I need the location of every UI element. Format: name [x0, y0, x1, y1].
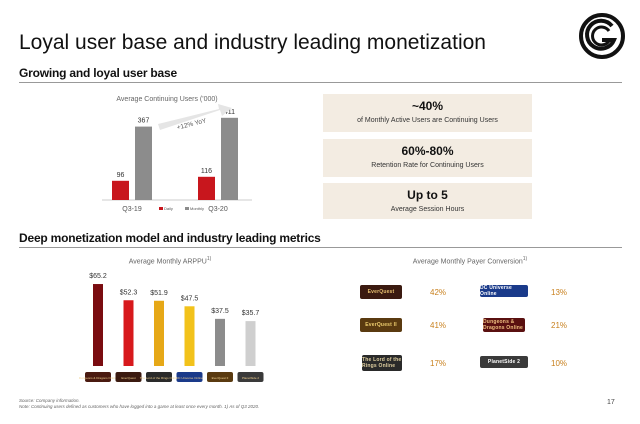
stat-box-session-hours: Up to 5 Average Session Hours [323, 183, 532, 219]
game-logo-badge [176, 372, 203, 382]
bar-daily-q3-20 [198, 176, 215, 200]
conversion-pct-dc-universe: 13% [551, 288, 568, 297]
logo-dungeons-dragons-online: Dungeons & Dragons Online [483, 318, 525, 332]
yoy-arrow [158, 104, 232, 130]
page-title: Loyal user base and industry leading mon… [19, 31, 486, 54]
company-logo-icon [579, 13, 625, 59]
stat-value: ~40% [411, 99, 444, 113]
tick-label: EverQuest II [212, 376, 229, 380]
legend-swatch [185, 207, 189, 210]
legend-label: Daily [164, 206, 173, 211]
arppu-chart: $65.2 Dungeons & Dragons Online $52.3 EverQ… [79, 273, 264, 382]
stat-box-continuing-share: ~40% of Monthly Active Users are Continu… [323, 94, 532, 132]
data-label: 367 [138, 118, 150, 125]
logo-lord-of-the-rings-online: The Lord of the Rings Online [362, 355, 402, 371]
section-divider [19, 247, 622, 248]
data-label: $47.5 [181, 295, 199, 302]
bar-3 [154, 300, 164, 366]
bar-6 [245, 321, 256, 366]
bar-4 [184, 306, 195, 366]
tick-label: The Lord of the Rings Online [140, 376, 179, 380]
tick-label: Dungeons & Dragons Online [79, 376, 118, 380]
tick-label: PlanetSide 2 [242, 376, 259, 380]
yoy-annotation: +12% YoY [158, 104, 232, 132]
game-logo-badge [207, 372, 233, 382]
game-logo-badge [85, 372, 111, 382]
footnote-note: Note: Continuing users defined as custom… [19, 404, 260, 409]
data-label: 96 [117, 172, 125, 179]
game-logo-badge [237, 372, 264, 382]
data-label: 116 [201, 168, 212, 175]
stat-value: 60%-80% [401, 144, 454, 158]
bar-monthly-q3-19 [135, 126, 152, 200]
arppu-chart-title: Average Monthly ARPPU1) [128, 256, 212, 266]
tick-label: DC Universe Online [176, 376, 203, 380]
game-logo-badge [115, 372, 142, 382]
bar-5 [215, 318, 225, 366]
continuing-users-chart-title: Average Continuing Users ('000) [116, 96, 218, 103]
game-logo-badge [146, 372, 172, 382]
data-label: $65.2 [89, 273, 107, 280]
legend-swatch [159, 207, 163, 210]
logo-planetside-2: PlanetSide 2 [480, 356, 528, 368]
stat-description: Retention Rate for Continuing Users [371, 162, 484, 169]
bar-1 [93, 284, 103, 366]
logo-everquest: EverQuest [360, 285, 402, 299]
data-label: $35.7 [242, 310, 260, 317]
stat-box-retention: 60%-80% Retention Rate for Continuing Us… [323, 139, 532, 177]
conversion-pct-everquest-ii: 41% [430, 321, 447, 330]
tick-label: Q3-19 [122, 206, 142, 213]
stat-value: Up to 5 [407, 188, 448, 202]
conversion-pct-dungeons-dragons: 21% [551, 321, 568, 330]
bar-monthly-q3-20 [221, 117, 238, 200]
bar-2 [123, 300, 134, 366]
page-number: 17 [607, 399, 615, 406]
stat-description: of Monthly Active Users are Continuing U… [357, 117, 498, 124]
data-label: $51.9 [150, 290, 168, 297]
legend-label: Monthly [190, 206, 204, 211]
tick-label: EverQuest [121, 376, 135, 380]
conversion-pct-everquest: 42% [430, 288, 447, 297]
conversion-pct-lotro: 17% [430, 359, 447, 368]
footnote-source: Source: Company information. [19, 398, 80, 403]
logo-everquest-ii: EverQuest II [360, 318, 402, 332]
bar-daily-q3-19 [112, 180, 129, 200]
conversion-title: Average Monthly Payer Conversion1) [412, 256, 528, 266]
stat-description: Average Session Hours [390, 206, 465, 213]
section-heading-monetization: Deep monetization model and industry lea… [19, 231, 321, 245]
section-heading-user-base: Growing and loyal user base [19, 66, 177, 80]
conversion-pct-planetside: 10% [551, 359, 568, 368]
tick-label: Q3-20 [208, 206, 228, 213]
continuing-users-chart: 96 367 Q3-19 116 411 Q3-20 Daily Monthly +12% Yo… [102, 104, 252, 213]
data-label: 411 [224, 109, 235, 116]
data-label: $52.3 [120, 289, 138, 296]
section-divider [19, 82, 622, 83]
data-label: $37.5 [211, 308, 229, 315]
logo-dc-universe-online: DC Universe Online [480, 285, 528, 297]
